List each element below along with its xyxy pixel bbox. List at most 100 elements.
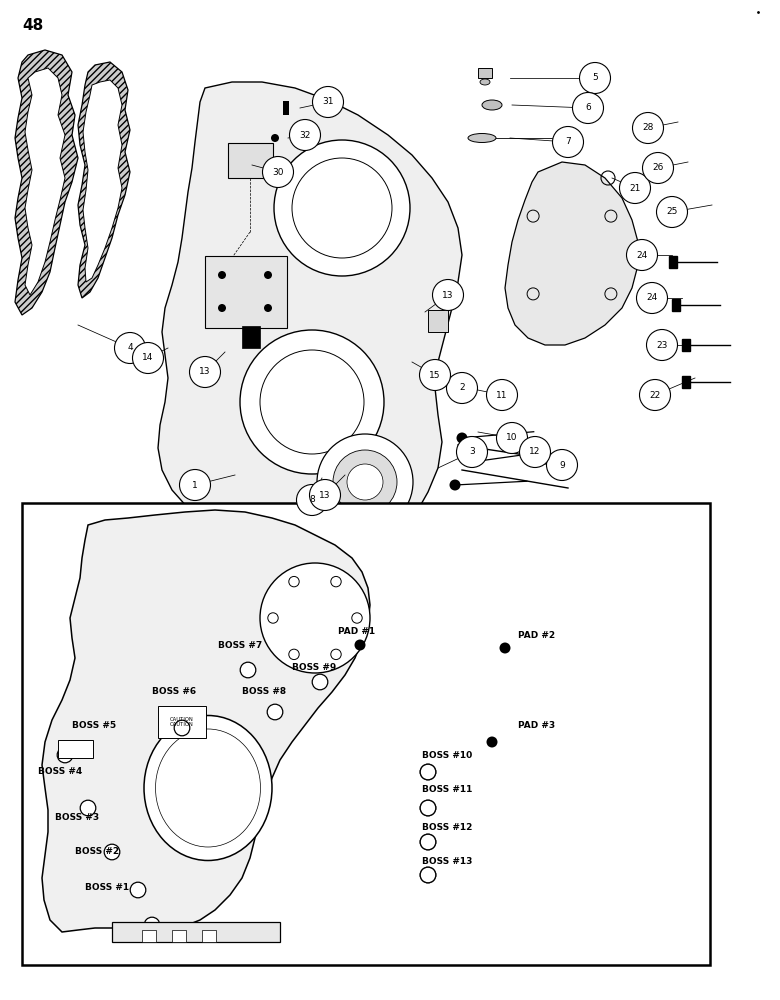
Circle shape: [313, 87, 343, 117]
Circle shape: [420, 360, 451, 390]
Text: 6: 6: [585, 104, 591, 112]
Text: 31: 31: [322, 98, 334, 106]
Circle shape: [317, 434, 413, 530]
Bar: [202, 930, 216, 942]
Text: BOSS #5: BOSS #5: [72, 720, 116, 730]
Text: BOSS #7: BOSS #7: [218, 641, 262, 650]
Text: 13: 13: [199, 367, 211, 376]
Bar: [428, 310, 448, 332]
Circle shape: [268, 704, 283, 720]
Circle shape: [264, 271, 272, 279]
Text: 22: 22: [650, 390, 661, 399]
Text: 1: 1: [192, 481, 198, 489]
Circle shape: [352, 613, 362, 623]
Circle shape: [263, 156, 293, 188]
Circle shape: [57, 747, 73, 763]
Circle shape: [446, 372, 477, 403]
Polygon shape: [505, 162, 638, 345]
Circle shape: [347, 464, 383, 500]
Circle shape: [420, 800, 436, 816]
Text: PAD #3: PAD #3: [518, 720, 555, 730]
Circle shape: [449, 480, 460, 490]
Circle shape: [420, 867, 436, 883]
Circle shape: [573, 93, 604, 123]
Circle shape: [420, 867, 436, 883]
Circle shape: [289, 576, 300, 587]
Bar: [228, 143, 273, 178]
Text: 12: 12: [530, 448, 541, 456]
Text: BOSS #9: BOSS #9: [292, 664, 336, 672]
Polygon shape: [78, 62, 130, 298]
Circle shape: [487, 736, 498, 748]
Bar: [22, 503, 710, 965]
Circle shape: [240, 662, 256, 678]
Circle shape: [552, 126, 583, 157]
Text: 4: 4: [127, 344, 133, 353]
Bar: [242, 326, 260, 348]
Text: 14: 14: [142, 354, 154, 362]
Circle shape: [619, 172, 651, 204]
Bar: [682, 376, 690, 388]
Text: 13: 13: [319, 490, 331, 499]
Text: 48: 48: [22, 18, 43, 33]
Circle shape: [115, 332, 146, 363]
Circle shape: [466, 456, 477, 468]
Circle shape: [420, 834, 436, 850]
Circle shape: [271, 134, 279, 142]
Bar: [112, 922, 280, 942]
Text: 32: 32: [300, 130, 310, 139]
Bar: [669, 256, 677, 268]
Circle shape: [643, 152, 673, 184]
Circle shape: [130, 882, 146, 898]
Bar: [283, 101, 289, 115]
Circle shape: [519, 436, 551, 468]
Text: 13: 13: [442, 290, 454, 300]
Ellipse shape: [468, 134, 496, 143]
Text: 24: 24: [647, 294, 658, 302]
Circle shape: [420, 800, 436, 816]
Circle shape: [174, 720, 190, 736]
Circle shape: [333, 450, 397, 514]
Text: 11: 11: [496, 390, 508, 399]
Text: 8: 8: [309, 495, 315, 504]
Text: BOSS #11: BOSS #11: [422, 786, 473, 794]
Bar: [682, 339, 690, 351]
Circle shape: [420, 834, 436, 850]
Circle shape: [547, 450, 577, 481]
Text: 9: 9: [559, 460, 565, 470]
Circle shape: [580, 62, 611, 93]
Circle shape: [456, 436, 488, 468]
Circle shape: [274, 140, 410, 276]
Circle shape: [310, 480, 341, 510]
Text: 21: 21: [629, 184, 640, 193]
Circle shape: [420, 764, 436, 780]
Bar: [205, 256, 287, 328]
Bar: [58, 740, 93, 758]
Circle shape: [218, 304, 226, 312]
Bar: [158, 706, 206, 738]
Text: BOSS #13: BOSS #13: [422, 857, 473, 866]
Circle shape: [190, 357, 221, 387]
Text: BOSS #6: BOSS #6: [152, 688, 196, 696]
Text: 25: 25: [666, 208, 678, 217]
Circle shape: [420, 764, 436, 780]
Circle shape: [264, 304, 272, 312]
Circle shape: [218, 271, 226, 279]
Text: 24: 24: [636, 250, 647, 259]
Circle shape: [260, 563, 370, 673]
Circle shape: [487, 379, 517, 410]
Text: BOSS #4: BOSS #4: [38, 768, 82, 776]
Circle shape: [657, 196, 687, 228]
Ellipse shape: [482, 100, 502, 110]
Text: BOSS #2: BOSS #2: [75, 848, 119, 856]
Ellipse shape: [144, 716, 272, 860]
Circle shape: [133, 342, 164, 373]
Circle shape: [312, 674, 328, 690]
Circle shape: [456, 432, 467, 444]
Polygon shape: [158, 82, 462, 565]
Text: CAUTION
CAUTION: CAUTION CAUTION: [170, 717, 194, 727]
Circle shape: [626, 239, 658, 270]
Polygon shape: [83, 80, 122, 282]
Text: 28: 28: [642, 123, 654, 132]
Text: 23: 23: [656, 340, 668, 350]
